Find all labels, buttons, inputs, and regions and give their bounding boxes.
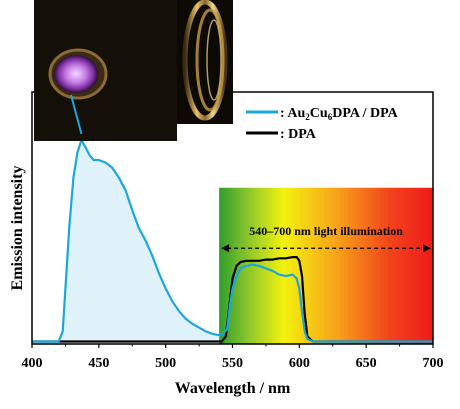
legend-label-au2cu6: : Au2Cu6DPA / DPA (280, 106, 399, 122)
x-axis-ticks: 400 450 500 550 600 650 700 (22, 344, 444, 371)
x-axis-title: Wavelength / nm (175, 380, 291, 397)
au2cu6-area-fill (32, 139, 220, 344)
x-tick-label-650: 650 (356, 356, 377, 371)
illumination-annotation: 540–700 nm light illumination (221, 224, 431, 253)
series-line-au2cu6 (32, 138, 433, 343)
x-tick-label-600: 600 (289, 356, 310, 371)
y-axis-title: Emission intensity (9, 166, 26, 291)
x-tick-label-400: 400 (22, 356, 43, 371)
illumination-annotation-text: 540–700 nm light illumination (249, 224, 403, 238)
legend: : Au2Cu6DPA / DPA : DPA (246, 106, 399, 142)
inset-photo (34, 0, 233, 141)
x-tick-label-550: 550 (222, 356, 243, 371)
arrow-right-icon (423, 244, 431, 253)
arrow-left-icon (221, 244, 230, 253)
x-tick-label-700: 700 (423, 356, 444, 371)
x-tick-label-500: 500 (155, 356, 176, 371)
purple-glow-icon (54, 55, 98, 93)
legend-label-dpa: : DPA (280, 127, 317, 142)
inset-pointer-line (70, 94, 83, 135)
x-tick-label-450: 450 (88, 356, 109, 371)
series-lines (32, 138, 433, 343)
au2cu6-area (32, 139, 220, 344)
lens-ring-icon (182, 0, 228, 121)
